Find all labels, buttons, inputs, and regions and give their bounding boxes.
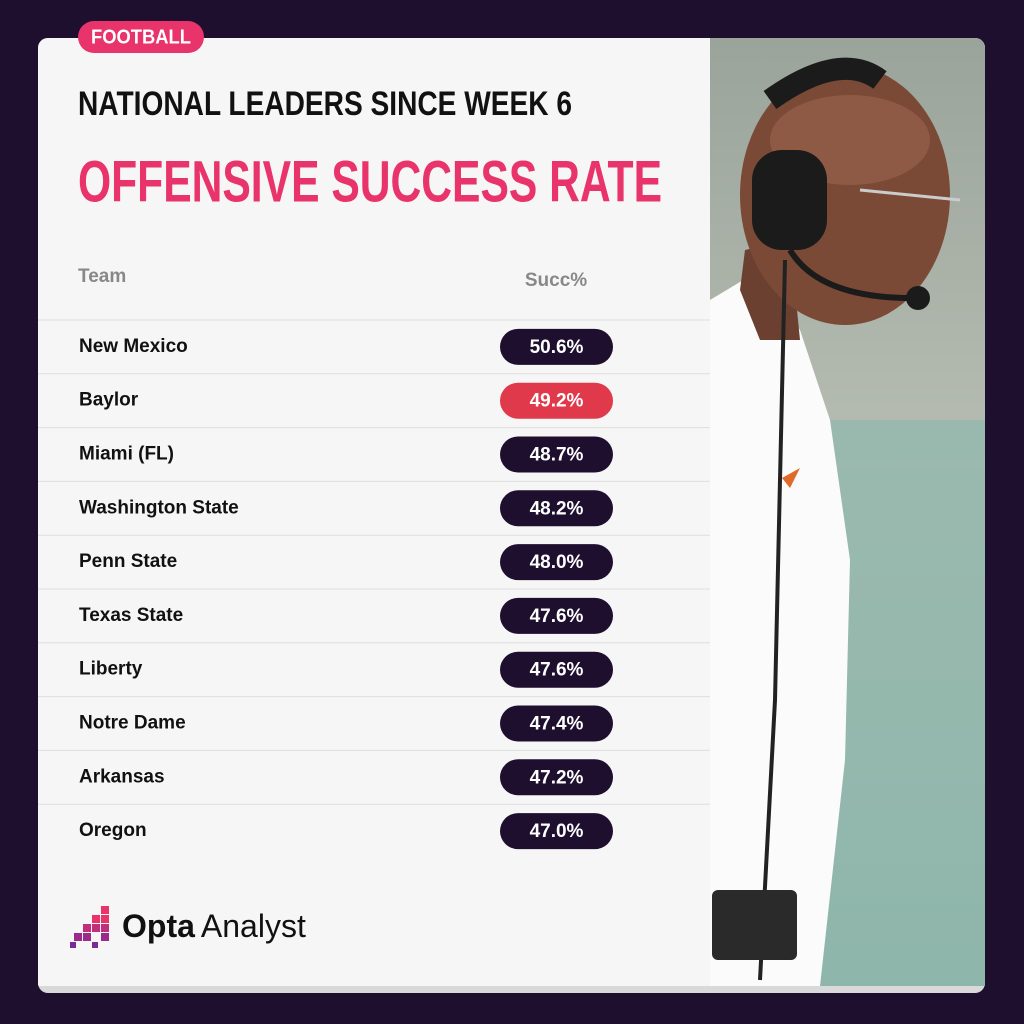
- team-name: Oregon: [79, 820, 147, 841]
- team-name: Miami (FL): [79, 444, 174, 465]
- subtitle: NATIONAL LEADERS SINCE WEEK 6: [78, 85, 572, 123]
- brand-bold: Opta: [122, 908, 195, 944]
- table-rows: New Mexico 50.6% Baylor 49.2% Miami (FL) 48.7…: [38, 319, 710, 850]
- tag-pill: [78, 21, 204, 53]
- team-name: Texas State: [79, 605, 183, 626]
- team-name: Arkansas: [79, 766, 165, 787]
- title: OFFENSIVE SUCCESS RATE: [78, 149, 662, 214]
- value: 48.2%: [530, 498, 584, 519]
- brand-light: Analyst: [201, 908, 306, 944]
- brand: Opta Analyst: [122, 908, 306, 944]
- column-header: Team: [78, 266, 126, 287]
- value-badge: [500, 759, 613, 796]
- value-badge: [500, 436, 613, 473]
- value-badge: [500, 705, 613, 742]
- value-badge: [500, 651, 613, 688]
- team-name: Liberty: [79, 659, 143, 680]
- value-badge: [500, 328, 613, 365]
- value-badge: [500, 490, 613, 527]
- value-badge: [500, 544, 613, 581]
- team-name: Baylor: [79, 390, 139, 411]
- value: 48.7%: [530, 445, 584, 466]
- tag: FOOTBALL: [91, 26, 191, 48]
- value-badge: [500, 813, 613, 850]
- value: 47.6%: [530, 606, 584, 627]
- value: 50.6%: [530, 337, 584, 358]
- team-name: Washington State: [79, 497, 239, 518]
- logo: Opta Analyst: [70, 906, 306, 948]
- team-name: Notre Dame: [79, 713, 186, 734]
- photo: [710, 38, 985, 986]
- value: 47.4%: [530, 714, 584, 735]
- team-name: New Mexico: [79, 336, 188, 357]
- column-header: Succ%: [525, 270, 587, 291]
- value: 48.0%: [530, 552, 584, 573]
- team-name: Penn State: [79, 551, 177, 572]
- value-badge: [500, 382, 613, 419]
- value-badge: [500, 597, 613, 634]
- value: 47.6%: [530, 660, 584, 681]
- value: 47.2%: [530, 767, 584, 788]
- value: 47.0%: [530, 821, 584, 842]
- value: 49.2%: [530, 391, 584, 412]
